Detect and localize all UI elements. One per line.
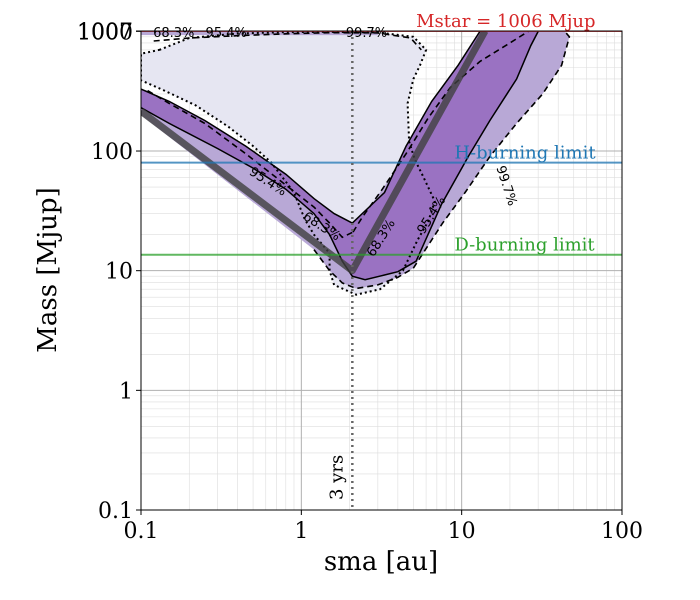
y-tick-label: 1 [119,379,133,404]
y-tick-label: 1000 [77,20,133,45]
h-burning-label: H-burning limit [454,143,596,164]
x-tick-label: 10 [448,519,476,544]
x-axis-ticks: 0.1 1 10 100 [124,510,643,544]
period-3yr-label: 3 yrs [326,455,347,500]
y-tick-label: 100 [91,140,133,165]
contour-level-label: 68.3% [153,26,194,41]
contour-lines [141,31,571,296]
y-tick-label: 0.1 [98,499,133,524]
reference-line-labels: Mstar = 1006 Mjup H-burning limit D-burnin… [326,11,596,500]
contour-level-label: 99.7% [346,26,387,41]
contour-line-95-4 [313,249,414,290]
y-tick-label: 1007 [77,20,133,45]
reference-lines [141,31,622,510]
contour-line-68-3 [141,88,353,224]
contour-line-68-3 [351,31,481,224]
best-fit-trend-line [141,31,489,275]
d-burning-label: D-burning limit [454,235,595,256]
contour-line-68-3 [141,107,399,281]
contour-line-95-4 [153,31,422,51]
contour-line-99-7 [141,31,436,296]
x-tick-label: 100 [601,519,643,544]
x-tick-label: 1 [294,519,308,544]
contour-fill-68-3 [141,31,539,280]
y-tick-label: 10 [105,260,133,285]
y-axis-title: Mass [Mjup] [33,187,63,352]
mstar-label: Mstar = 1006 Mjup [416,11,595,32]
x-axis-title: sma [au] [324,547,438,577]
contour-level-label: 95.4% [206,26,247,41]
x-tick-label: 0.1 [124,519,159,544]
contour-line-95-4 [412,31,571,269]
contour-line-68-3 [397,31,539,273]
